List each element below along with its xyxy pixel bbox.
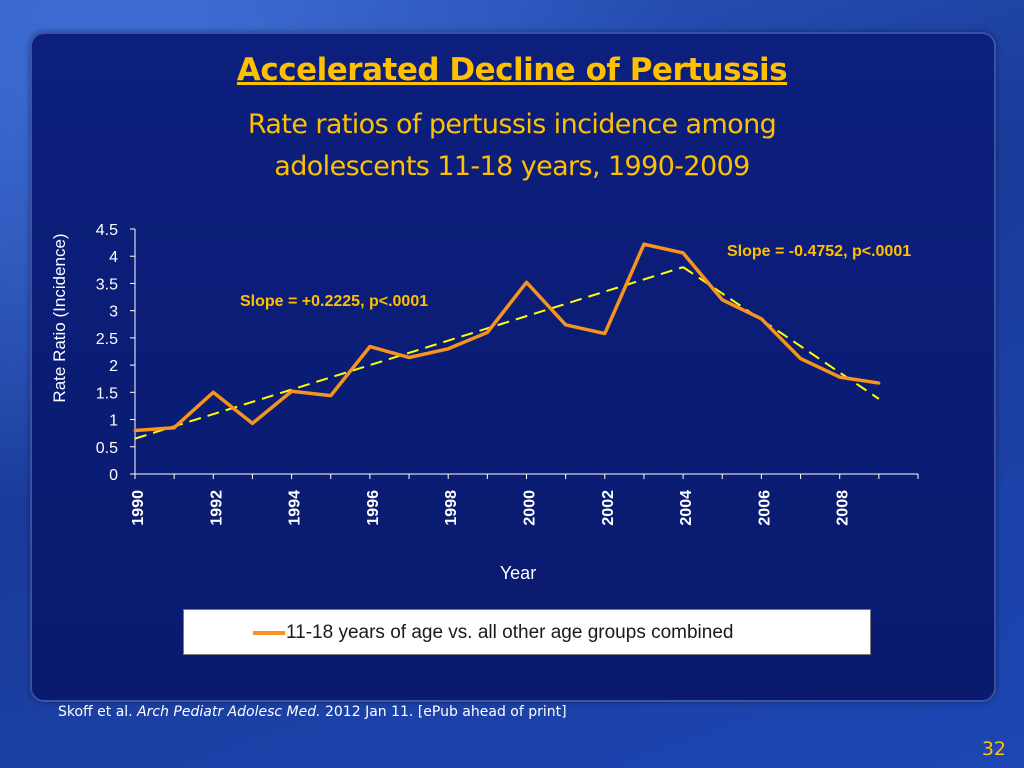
trendline-0 [134,266,684,440]
y-axis-label: Rate Ratio (Incidence) [50,233,69,402]
data-point [172,426,176,430]
x-tick-label: 2000 [522,490,539,526]
y-tick-label: 3.5 [96,276,118,293]
legend-label: 11-18 years of age vs. all other age gro… [286,622,734,643]
y-tick-label: 4.5 [96,222,118,239]
source-authors: Skoff et al. [58,704,138,720]
y-tick-label: 2 [109,358,118,375]
subtitle-line-1: Rate ratios of pertussis incidence among [247,109,777,140]
content-panel [30,32,996,702]
data-point [564,323,568,327]
data-point [329,394,333,398]
data-point [290,389,294,393]
data-point [368,345,372,349]
subtitle-line-2: adolescents 11-18 years, 1990-2009 [274,151,750,182]
trendline-label-decrease: Slope = -0.4752, p<.0001 [727,243,911,260]
x-tick-label: 1992 [208,490,225,526]
data-point [799,357,803,361]
data-point [681,251,685,255]
x-tick-label: 1990 [130,490,147,526]
data-point [877,381,881,385]
data-point [250,421,254,425]
data-point [525,280,528,284]
data-point [485,330,489,334]
y-tick-label: 1.5 [96,385,118,402]
data-point [642,242,646,246]
data-point [133,428,137,432]
y-tick-label: 0.5 [96,440,118,457]
trendline-label-increase: Slope = +0.2225, p<.0001 [240,293,428,310]
x-tick-label: 2004 [678,490,695,526]
data-point [446,347,450,351]
y-tick-label: 1 [109,413,118,430]
slide-title: Accelerated Decline of Pertussis [236,52,788,88]
data-point [759,317,763,321]
x-tick-label: 2002 [600,490,617,526]
x-axis-label: Year [500,563,536,583]
y-tick-labels: 0 0.5 1 1.5 2 2.5 3 3.5 4 4.5 [96,222,118,484]
y-tick-label: 3 [109,304,118,321]
data-point [407,355,411,359]
source-journal: Arch Pediatr Adolesc Med. [137,704,321,720]
source-details: 2012 Jan 11. [ePub ahead of print] [320,704,567,720]
chart-axes [130,228,919,479]
page-number: 32 [981,738,1006,760]
data-point [720,298,724,302]
legend-swatch [253,631,285,635]
series-line [134,242,880,433]
series-group [133,242,881,433]
line-chart: 00.511.522.533.544.5 1990 1992 1994 1996 199… [50,222,919,583]
chart-legend: 11-18 years of age vs. all other age gro… [183,609,871,655]
data-point [211,390,215,394]
data-point [838,375,842,379]
x-tick-label: 2008 [835,490,852,526]
y-tick-label: 0 [109,467,118,484]
data-point [603,332,607,336]
slide-subtitle: Rate ratios of pertussis incidence among… [212,104,812,188]
source-citation: Skoff et al. Arch Pediatr Adolesc Med. 2… [58,704,567,720]
x-tick-label: 2006 [756,490,773,526]
x-tick-label: 1994 [287,490,304,526]
y-tick-label: 4 [109,249,118,266]
x-tick-label: 1996 [365,490,382,526]
x-tick-label: 1998 [443,490,460,526]
x-tick-labels: 1990 1992 1994 1996 1998 2000 2002 2004 2006 2008 [130,490,852,526]
y-tick-label: 2.5 [96,331,118,348]
